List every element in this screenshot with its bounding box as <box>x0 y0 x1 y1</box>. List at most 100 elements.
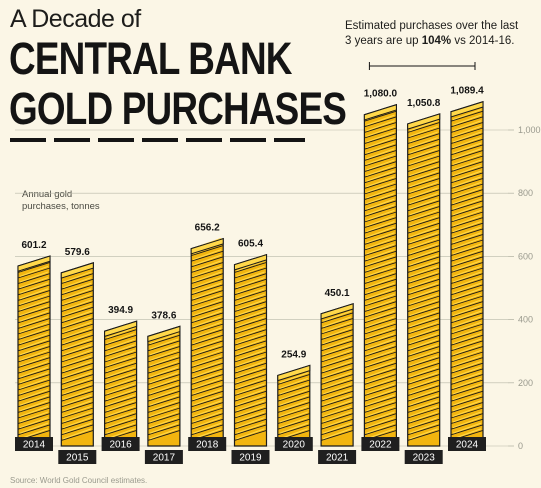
ingot-highlight <box>63 372 92 384</box>
ingot-highlight <box>409 131 438 143</box>
ingot-highlight <box>63 338 92 350</box>
ingot-highlight <box>322 422 352 434</box>
ingot-line <box>407 278 440 290</box>
ingot-highlight <box>409 305 438 317</box>
ingot-highlight <box>452 372 482 384</box>
ingot-highlight <box>149 366 179 378</box>
x-tick-label: 2019 <box>239 453 262 464</box>
year-label-box <box>58 450 97 464</box>
ingot-highlight <box>452 411 482 423</box>
ingot-line <box>234 351 267 363</box>
ingot-line <box>407 334 440 346</box>
ingot-line <box>450 267 484 279</box>
ingot-highlight <box>322 366 352 378</box>
ingot-highlight <box>322 321 352 333</box>
ingot-highlight <box>63 316 92 328</box>
ingot-line <box>364 407 397 419</box>
ingot-line <box>147 407 181 419</box>
ingot-highlight <box>19 400 49 412</box>
ingot-highlight <box>409 293 438 305</box>
ingot-line <box>364 301 397 313</box>
ingot-line <box>147 357 181 369</box>
ingot-line <box>61 385 94 397</box>
year-label-box <box>231 450 270 464</box>
ingot-line <box>450 183 484 195</box>
ingot-highlight <box>19 389 49 401</box>
ingot-line <box>364 362 397 374</box>
ingot-line <box>277 385 310 397</box>
ingot-line <box>450 116 484 128</box>
ingot-line <box>364 228 397 240</box>
ingot-highlight <box>452 417 482 429</box>
ingot-highlight <box>19 321 49 333</box>
ingot-highlight <box>409 338 438 350</box>
ingot-line <box>364 278 397 290</box>
ingot-highlight <box>452 249 482 261</box>
ingot-line <box>17 312 51 324</box>
ingot-highlight <box>366 176 395 188</box>
ingot-highlight <box>63 333 92 345</box>
ingot-highlight <box>236 299 265 311</box>
ingot-line <box>277 413 310 425</box>
ingot-highlight <box>366 271 395 283</box>
ingot-highlight <box>409 394 438 406</box>
bar-top-face <box>450 101 484 118</box>
main-title-line-2: GOLD PURCHASES <box>9 83 347 134</box>
ingot-highlight <box>366 221 395 233</box>
ingot-highlight <box>452 165 482 177</box>
ingot-highlight <box>236 405 265 417</box>
ingot-highlight <box>366 299 395 311</box>
year-label-box <box>274 437 313 451</box>
ingot-line <box>407 357 440 369</box>
ingot-line <box>364 390 397 402</box>
gold-bar <box>407 113 441 447</box>
ingot-highlight <box>409 187 438 199</box>
ingot-line <box>17 345 51 357</box>
ingot-line <box>234 385 267 397</box>
ingot-line <box>450 205 484 217</box>
ingot-line <box>450 250 484 262</box>
ingot-line <box>450 340 484 352</box>
ingot-highlight <box>409 389 438 401</box>
ingot-highlight <box>193 389 222 401</box>
ingot-line <box>364 133 397 145</box>
ingot-line <box>450 418 484 430</box>
gold-bar <box>277 364 311 447</box>
x-tick-label: 2021 <box>326 453 349 464</box>
ingot-line <box>61 407 94 419</box>
ingot-line <box>407 250 440 262</box>
ingot-highlight <box>409 221 438 233</box>
bar-top-face <box>320 303 354 320</box>
ingot-line <box>407 390 440 402</box>
ingot-line <box>364 329 397 341</box>
ingot-highlight <box>106 377 135 389</box>
ingot-line <box>191 312 224 324</box>
ingot-line <box>191 323 224 335</box>
ingot-line <box>234 267 267 279</box>
ingot-line <box>450 301 484 313</box>
y-tick-label: 800 <box>518 188 533 198</box>
ingot-line <box>364 267 397 279</box>
ingot-highlight <box>193 383 222 395</box>
ingot-highlight <box>409 355 438 367</box>
ingot-highlight <box>106 338 135 350</box>
ingot-highlight <box>279 411 308 423</box>
ingot-highlight <box>193 316 222 328</box>
ingot-line <box>234 401 267 413</box>
ingot-line <box>320 396 354 408</box>
ingot-highlight <box>366 137 395 149</box>
ingot-line <box>364 149 397 161</box>
ingot-highlight <box>409 333 438 345</box>
ingot-line <box>407 301 440 313</box>
ingot-line <box>407 413 440 425</box>
ingot-highlight <box>366 131 395 143</box>
annotation-text-before: Estimated purchases over the last 3 year… <box>345 20 519 47</box>
ingot-highlight <box>19 394 49 406</box>
ingot-highlight <box>236 394 265 406</box>
ingot-line <box>147 351 181 363</box>
ingot-line <box>364 273 397 285</box>
ingot-line <box>17 284 51 296</box>
ingot-line <box>234 429 267 441</box>
ingot-highlight <box>236 372 265 384</box>
